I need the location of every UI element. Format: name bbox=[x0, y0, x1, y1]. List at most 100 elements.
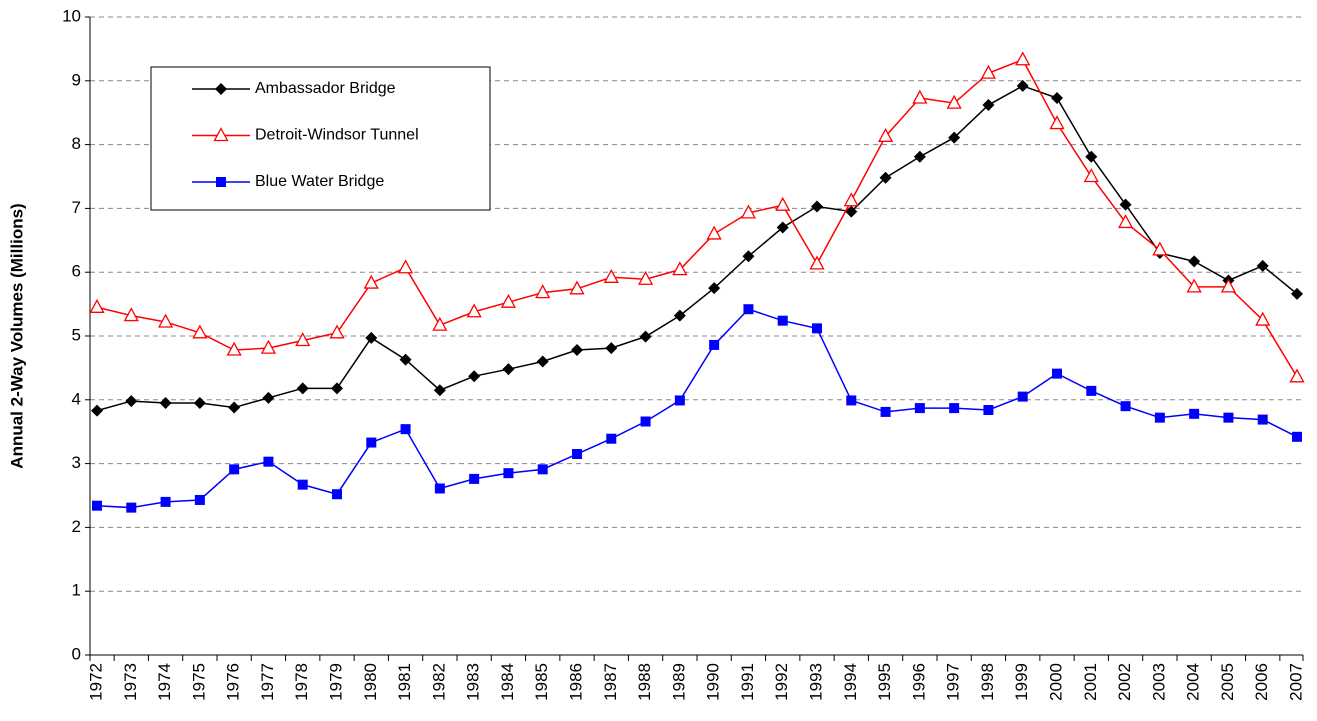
data-point bbox=[500, 293, 517, 308]
data-point bbox=[159, 396, 172, 409]
data-point bbox=[776, 221, 789, 234]
x-tick-label: 2007 bbox=[1286, 663, 1305, 701]
y-tick-label: 7 bbox=[72, 198, 81, 217]
data-point bbox=[366, 437, 377, 448]
data-point bbox=[535, 284, 551, 299]
y-tick-label: 4 bbox=[72, 389, 81, 408]
x-tick-label: 1974 bbox=[155, 663, 174, 701]
data-point bbox=[1291, 287, 1303, 300]
y-tick-label: 6 bbox=[72, 262, 81, 281]
data-point bbox=[640, 416, 651, 427]
data-point bbox=[193, 396, 206, 409]
data-point bbox=[880, 406, 891, 417]
data-point bbox=[914, 403, 925, 414]
x-tick-label: 1989 bbox=[669, 663, 688, 701]
data-point bbox=[980, 64, 997, 79]
x-tick-label: 1996 bbox=[909, 663, 928, 701]
data-point bbox=[1016, 79, 1029, 92]
x-tick-label: 1995 bbox=[875, 663, 894, 701]
data-point bbox=[123, 307, 139, 322]
data-point bbox=[946, 94, 962, 109]
data-point bbox=[229, 464, 240, 475]
data-point bbox=[503, 468, 514, 479]
y-axis-label: Annual 2-Way Volumes (Millions) bbox=[7, 203, 26, 468]
data-point bbox=[846, 395, 857, 406]
data-point bbox=[332, 489, 342, 500]
x-tick-label: 1990 bbox=[704, 663, 723, 701]
x-tick-label: 1994 bbox=[841, 663, 860, 701]
data-point bbox=[1119, 198, 1132, 211]
x-tick-label: 1977 bbox=[258, 663, 277, 701]
data-point bbox=[92, 500, 102, 511]
x-tick-label: 2004 bbox=[1184, 663, 1203, 701]
data-point bbox=[708, 282, 721, 295]
data-point bbox=[1186, 278, 1202, 293]
data-point bbox=[537, 464, 548, 475]
data-point bbox=[329, 324, 345, 339]
data-point bbox=[1255, 311, 1271, 326]
x-tick-label: 1978 bbox=[292, 663, 311, 701]
data-point bbox=[295, 332, 311, 347]
data-point bbox=[1051, 92, 1063, 105]
x-tick-label: 1992 bbox=[772, 663, 791, 701]
data-point bbox=[1120, 401, 1131, 412]
x-tick-label: 1981 bbox=[395, 663, 414, 701]
data-point bbox=[812, 323, 822, 334]
data-point bbox=[982, 99, 995, 112]
series-line bbox=[96, 308, 1298, 509]
data-point bbox=[262, 391, 275, 404]
x-tick-label: 1985 bbox=[532, 663, 551, 701]
data-point bbox=[1083, 168, 1099, 183]
data-point bbox=[91, 404, 103, 417]
data-point bbox=[365, 331, 378, 344]
data-point bbox=[1049, 115, 1065, 130]
data-point bbox=[606, 433, 617, 444]
data-point bbox=[1085, 150, 1098, 163]
data-point bbox=[466, 303, 482, 318]
data-point bbox=[434, 483, 445, 494]
x-tick-label: 1998 bbox=[978, 663, 997, 701]
legend-box bbox=[150, 66, 491, 211]
x-tick-label: 1988 bbox=[635, 663, 654, 701]
data-point bbox=[743, 304, 754, 315]
legend-label: Ambassador Bridge bbox=[255, 80, 396, 97]
data-point bbox=[157, 313, 174, 328]
data-point bbox=[983, 405, 994, 416]
x-tick-label: 1982 bbox=[429, 663, 448, 701]
data-point bbox=[469, 473, 480, 484]
data-point bbox=[468, 370, 481, 383]
data-point bbox=[1086, 385, 1097, 396]
data-point bbox=[1052, 368, 1062, 379]
data-point bbox=[1223, 412, 1234, 423]
data-point bbox=[605, 342, 618, 355]
data-point bbox=[569, 280, 585, 295]
x-tick-label: 1997 bbox=[944, 663, 963, 701]
data-point bbox=[571, 344, 583, 357]
data-point bbox=[297, 479, 308, 490]
x-tick-label: 1984 bbox=[498, 663, 517, 701]
data-point bbox=[740, 204, 757, 219]
series-line bbox=[96, 58, 1298, 378]
data-point bbox=[742, 250, 755, 263]
data-point bbox=[1154, 412, 1165, 423]
x-tick-label: 2006 bbox=[1252, 663, 1271, 701]
legend: Ambassador Bridge Detroit-Windsor Tunnel B… bbox=[150, 66, 491, 211]
data-point bbox=[400, 424, 411, 435]
data-point bbox=[331, 382, 343, 395]
data-point bbox=[603, 268, 619, 283]
data-point bbox=[536, 355, 549, 368]
x-tick-label: 2003 bbox=[1149, 663, 1168, 701]
x-tick-label: 1993 bbox=[806, 663, 825, 701]
data-point bbox=[89, 298, 105, 313]
x-tick-label: 1973 bbox=[121, 663, 140, 701]
data-point bbox=[126, 502, 137, 513]
y-tick-label: 1 bbox=[72, 581, 81, 600]
data-point bbox=[845, 205, 858, 218]
data-point bbox=[949, 403, 960, 414]
data-point bbox=[879, 171, 892, 184]
data-point bbox=[1117, 214, 1134, 229]
data-point bbox=[1289, 368, 1305, 383]
legend-marker bbox=[213, 127, 229, 142]
data-point bbox=[674, 395, 685, 406]
